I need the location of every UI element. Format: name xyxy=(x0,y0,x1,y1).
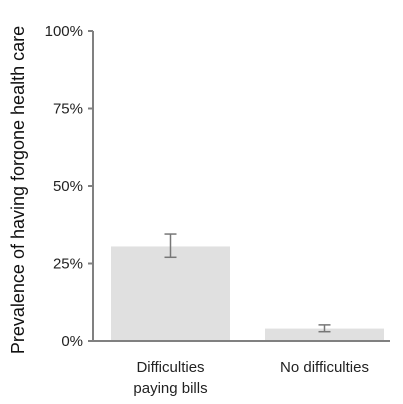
y-tick-label: 0% xyxy=(61,333,83,350)
x-category-label: No difficulties xyxy=(280,359,369,376)
x-category-label: Difficulties paying bills xyxy=(133,359,207,397)
error-bars xyxy=(164,233,331,333)
bars xyxy=(111,246,384,341)
y-tick-label: 75% xyxy=(53,101,83,118)
y-tick-label: 50% xyxy=(53,178,83,195)
y-tick-label: 100% xyxy=(45,23,83,40)
y-axis-title: Prevalence of having forgone health care xyxy=(8,26,28,354)
x-axis-labels: Difficulties paying bills No difficulties xyxy=(133,359,369,397)
y-tick-label: 25% xyxy=(53,256,83,273)
y-axis-ticks: 0% 25% 50% 75% 100% xyxy=(45,23,93,350)
bar xyxy=(265,328,384,341)
bar xyxy=(111,246,230,341)
